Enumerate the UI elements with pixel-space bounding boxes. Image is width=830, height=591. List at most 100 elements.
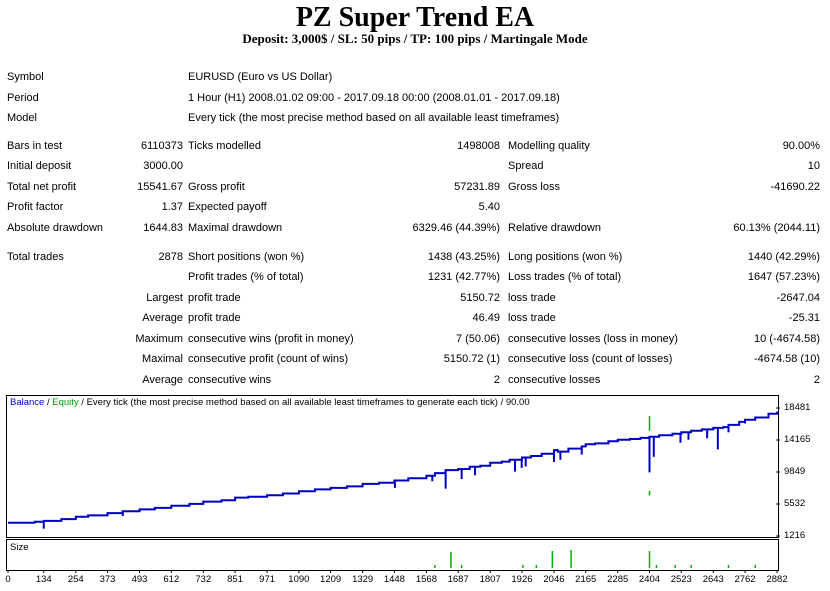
x-tick-label: 254 [67, 574, 84, 585]
x-tick-label: 2046 [543, 574, 565, 585]
pt-value: 1231 (42.77%) [427, 271, 500, 283]
x-tick-label: 2285 [607, 574, 629, 585]
x-tick-label: 1329 [352, 574, 374, 585]
y-tick-label: 1216 [784, 530, 806, 541]
report-subtitle: Deposit: 3,000$ / SL: 50 pips / TP: 100 … [242, 31, 588, 46]
chart-legend: Balance / Equity / Every tick (the most … [10, 397, 530, 409]
symbol-label: Symbol [7, 71, 44, 83]
y-tick-label: 18481 [784, 402, 811, 413]
mcp-label: consecutive profit (count of wins) [188, 353, 349, 365]
short-value: 1438 (43.25%) [427, 251, 500, 263]
acl-label: consecutive losses [508, 374, 601, 386]
bars-label: Bars in test [7, 140, 63, 152]
report-title: PZ Super Trend EA [295, 2, 535, 33]
maxdd-value: 6329.46 (44.39%) [412, 222, 500, 234]
apt-label: profit trade [188, 312, 241, 324]
x-tick-label: 2165 [575, 574, 597, 585]
netprofit-value: 15541.67 [137, 181, 183, 193]
reldd-value: 60.13% (2044.11) [733, 222, 820, 234]
x-tick-label: 612 [163, 574, 180, 585]
long-value: 1440 (42.29%) [747, 251, 820, 263]
bars-value: 6110373 [140, 140, 183, 152]
mclc-label: consecutive loss (count of losses) [508, 353, 673, 365]
alt-label: loss trade [508, 312, 556, 324]
mcw-value: 7 (50.06) [455, 333, 500, 345]
pf-label: Profit factor [7, 201, 64, 213]
symbol-value: EURUSD (Euro vs US Dollar) [188, 71, 333, 83]
x-tick-label: 2404 [638, 574, 661, 585]
acl-value: 2 [813, 374, 820, 386]
x-tick-label: 1687 [447, 574, 469, 585]
x-tick-label: 2762 [734, 574, 756, 585]
y-tick-label: 14165 [784, 433, 811, 445]
legend-rest: / Every tick (the most precise method ba… [78, 397, 530, 408]
netprofit-label: Total net profit [7, 181, 77, 193]
y-tick-label: 5532 [784, 498, 806, 509]
period-label: Period [7, 92, 39, 104]
average-label: Average [142, 312, 183, 324]
lpt-label: profit trade [188, 292, 241, 304]
x-tick-label: 971 [259, 574, 276, 585]
x-tick-label: 1448 [383, 574, 405, 585]
payoff-label: Expected payoff [188, 201, 267, 213]
x-tick-label: 1209 [320, 574, 342, 585]
x-tick-label: 1568 [415, 574, 437, 585]
legend-sep: / [44, 397, 53, 408]
ticks-label: Ticks modelled [188, 140, 261, 152]
lpt-value: 5150.72 [460, 292, 500, 304]
x-tick-label: 2523 [670, 574, 692, 585]
grossprofit-value: 57231.89 [454, 181, 500, 193]
spread-label: Spread [508, 160, 544, 172]
x-tick-label: 2643 [702, 574, 724, 585]
legend-equity: Equity [52, 397, 79, 408]
mcl-value: 10 (-4674.58) [753, 333, 820, 345]
x-tick-label: 373 [99, 574, 116, 585]
reldd-label: Relative drawdown [508, 222, 601, 234]
x-tick-label: 0 [5, 574, 11, 585]
lt-label: Loss trades (% of total) [508, 271, 622, 283]
x-tick-label: 2882 [766, 574, 788, 585]
maxdd-label: Maximal drawdown [188, 222, 283, 234]
balance-line [8, 411, 779, 524]
x-tick-label: 134 [35, 574, 52, 585]
initdep-label: Initial deposit [7, 160, 72, 172]
y-tick-label: 9849 [784, 465, 806, 477]
absdd-value: 1644.83 [143, 222, 183, 234]
trades-value: 2878 [158, 251, 183, 263]
grossloss-value: -41690.22 [770, 181, 820, 193]
payoff-value: 5.40 [478, 201, 500, 213]
absdd-label: Absolute drawdown [7, 222, 104, 234]
mcw-label: consecutive wins (profit in money) [188, 333, 354, 345]
x-tick-label: 493 [131, 574, 148, 585]
ticks-value: 1498008 [457, 140, 500, 152]
period-value: 1 Hour (H1) 2008.01.02 09:00 - 2017.09.1… [188, 92, 560, 104]
pt-label: Profit trades (% of total) [188, 271, 304, 283]
average2-label: Average [142, 374, 183, 386]
grossprofit-label: Gross profit [188, 181, 245, 193]
acw-label: consecutive wins [188, 374, 272, 386]
maximum-label: Maximum [135, 333, 183, 345]
model-label: Model [7, 112, 37, 124]
x-tick-label: 1807 [479, 574, 501, 585]
size-label: Size [10, 542, 29, 553]
initdep-value: 3000.00 [143, 160, 183, 172]
lt-value: 1647 (57.23%) [747, 271, 820, 283]
quality-label: Modelling quality [508, 140, 590, 152]
spread-value: 10 [807, 160, 820, 172]
acw-value: 2 [493, 374, 500, 386]
maximal-label: Maximal [142, 353, 183, 365]
alt-value: -25.31 [788, 312, 820, 324]
quality-value: 90.00% [782, 140, 820, 152]
x-tick-label: 732 [195, 574, 212, 585]
x-tick-label: 851 [227, 574, 244, 585]
llt-value: -2647.04 [776, 292, 820, 304]
short-label: Short positions (won %) [188, 251, 305, 263]
legend-balance: Balance [10, 397, 45, 408]
mclc-value: -4674.58 (10) [753, 353, 820, 365]
trades-label: Total trades [7, 251, 64, 263]
x-tick-label: 1090 [288, 574, 310, 585]
grossloss-label: Gross loss [508, 181, 560, 193]
model-value: Every tick (the most precise method base… [188, 112, 560, 124]
x-tick-label: 1926 [511, 574, 533, 585]
